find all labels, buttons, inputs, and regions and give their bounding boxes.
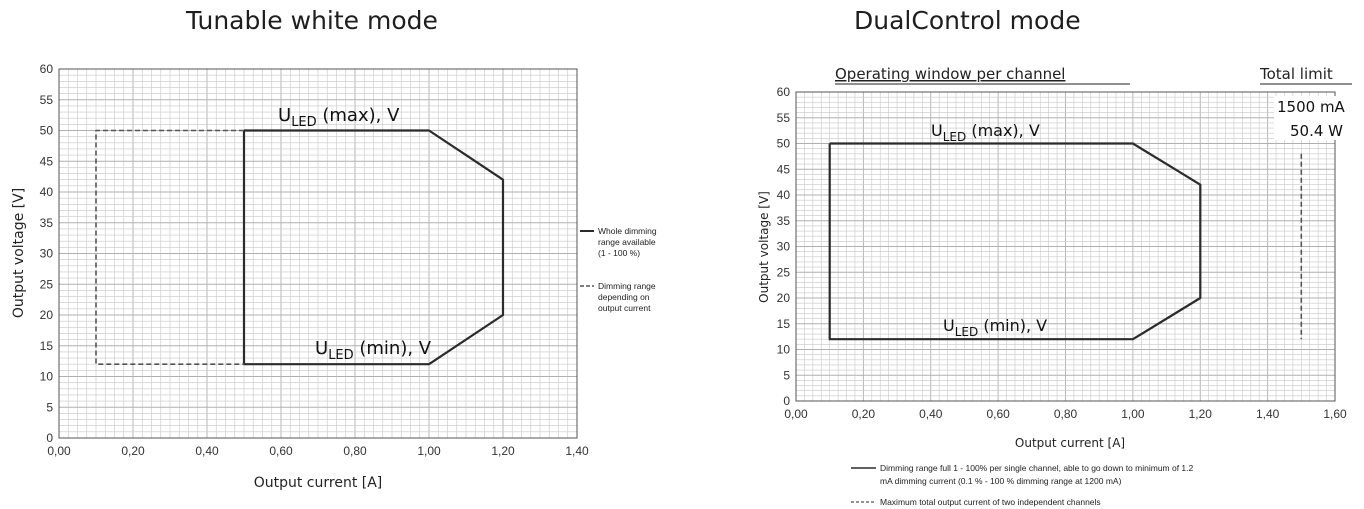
total-limit-label-bg: [1274, 96, 1352, 140]
left-chart-series: [95, 129, 505, 366]
right-annotation-uled-min: ULED (min), V: [943, 316, 1047, 339]
right-y-tick-label: 40: [777, 188, 791, 202]
right-y-tick-labels: 0 5 10 15 20 25 30 35 40 45 50 55 60: [777, 85, 791, 408]
right-y-tick-label: 30: [777, 240, 791, 254]
total-limit-power: 50.4 W: [1290, 122, 1343, 140]
left-plot-frame: [58, 68, 578, 439]
right-plot-frame: [795, 91, 1336, 402]
left-y-tick-label: 15: [40, 339, 54, 353]
right-y-tick-label: 60: [777, 85, 791, 99]
total-limit-current: 1500 mA: [1277, 98, 1346, 116]
left-chart-title: Tunable white mode: [186, 6, 438, 35]
left-x-tick-label: 1,40: [565, 444, 589, 458]
left-y-tick-label: 40: [40, 185, 54, 199]
right-x-tick-labels: 0,00 0,20 0,40 0,60 0,80 1,00 1,20 1,40 1,60: [784, 407, 1347, 421]
left-y-tick-label: 60: [40, 62, 54, 76]
right-y-tick-label: 55: [777, 111, 791, 125]
left-y-tick-label: 50: [40, 124, 54, 138]
right-x-tick-label: 0,00: [784, 407, 808, 421]
right-chart-series: [828, 142, 1303, 341]
left-x-tick-label: 0,20: [121, 444, 145, 458]
left-x-tick-label: 1,00: [417, 444, 441, 458]
left-y-tick-labels: 0 5 10 15 20 25 30 35 40 45 50 55 60: [40, 62, 54, 445]
left-x-tick-label: 0,60: [269, 444, 293, 458]
left-x-axis-label: Output current [A]: [254, 475, 383, 491]
right-header-operating-window: Operating window per channel: [835, 65, 1065, 83]
left-annotation-uled-max: ULED (max), V: [278, 105, 400, 130]
right-x-tick-label: 0,60: [986, 407, 1010, 421]
right-x-tick-label: 1,40: [1256, 407, 1280, 421]
right-y-tick-label: 25: [777, 265, 791, 279]
right-legend-dashed-label: Maximum total output current of two inde…: [880, 497, 1101, 507]
right-x-tick-label: 1,00: [1121, 407, 1145, 421]
left-annotation-uled-min: ULED (min), V: [315, 338, 432, 363]
left-y-tick-label: 30: [40, 247, 54, 261]
right-y-tick-label: 10: [777, 343, 791, 357]
left-y-tick-label: 10: [40, 370, 54, 384]
left-x-tick-label: 0,00: [47, 444, 71, 458]
right-y-tick-label: 15: [777, 317, 791, 331]
left-y-tick-label: 5: [46, 400, 53, 414]
right-y-tick-label: 45: [777, 162, 791, 176]
left-legend-dashed-label: Dimming range depending on output curren…: [598, 281, 658, 313]
left-y-tick-label: 0: [46, 431, 53, 445]
right-chart-grid: [795, 91, 1336, 402]
right-y-tick-label: 20: [777, 291, 791, 305]
left-x-tick-label: 0,40: [195, 444, 219, 458]
left-series-solid-line: [242, 129, 505, 366]
left-y-tick-label: 45: [40, 154, 54, 168]
right-x-tick-label: 1,20: [1189, 407, 1213, 421]
right-x-tick-label: 0,80: [1054, 407, 1078, 421]
left-legend-solid-label: Whole dimming range available (1 - 100 %…: [598, 226, 659, 258]
left-y-tick-label: 20: [40, 308, 54, 322]
left-x-tick-labels: 0,00 0,20 0,40 0,60 0,80 1,00 1,20 1,40: [47, 444, 589, 458]
right-y-axis-label: Output voltage [V]: [757, 191, 771, 303]
left-y-tick-label: 55: [40, 93, 54, 107]
left-series-dashed-line: [95, 129, 244, 366]
right-x-tick-label: 0,20: [852, 407, 876, 421]
left-x-tick-label: 0,80: [343, 444, 367, 458]
right-y-tick-label: 50: [777, 137, 791, 151]
right-x-tick-label: 1,60: [1323, 407, 1347, 421]
right-legend-solid-label: Dimming range full 1 - 100% per single c…: [880, 463, 1196, 486]
left-y-tick-label: 25: [40, 277, 54, 291]
right-x-axis-label: Output current [A]: [1015, 436, 1125, 450]
left-y-axis-label: Output voltage [V]: [11, 188, 27, 318]
right-y-tick-label: 0: [783, 394, 790, 408]
left-y-tick-label: 35: [40, 216, 54, 230]
right-header-total-limit: Total limit: [1259, 65, 1333, 83]
left-x-tick-label: 1,20: [491, 444, 515, 458]
right-x-tick-label: 0,40: [919, 407, 943, 421]
right-series-solid-line: [828, 142, 1202, 341]
right-annotation-uled-max: ULED (max), V: [931, 121, 1040, 144]
right-y-tick-label: 35: [777, 214, 791, 228]
right-y-tick-label: 5: [783, 368, 790, 382]
right-chart-title: DualControl mode: [854, 6, 1081, 35]
